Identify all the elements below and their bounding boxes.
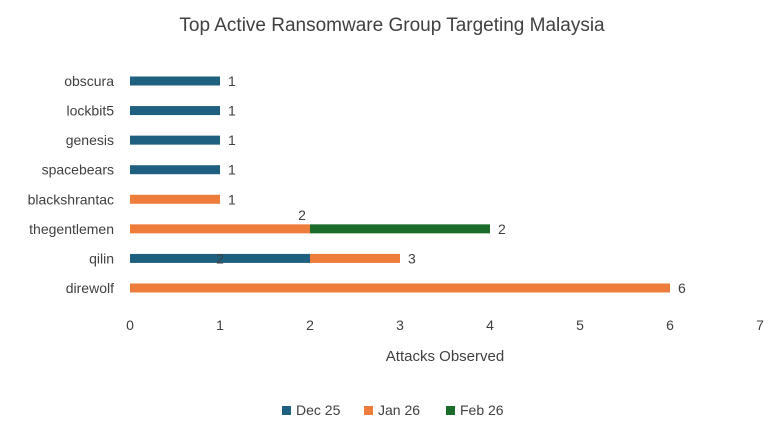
bar-qilin-jan-26	[310, 253, 400, 263]
legend-label-dec-25: Dec 25	[296, 402, 341, 418]
data-label-genesis-dec-25: 1	[228, 132, 236, 148]
bars	[130, 76, 670, 293]
x-tick-label-5: 5	[576, 317, 584, 333]
x-axis-title: Attacks Observed	[386, 348, 504, 365]
bar-obscura-dec-25	[130, 76, 220, 86]
category-label-direwolf: direwolf	[66, 280, 114, 296]
data-label-qilin-dec-25: 2	[216, 250, 224, 266]
legend-swatch-feb-26	[446, 406, 455, 415]
category-label-blackshrantac: blackshrantac	[28, 191, 114, 207]
data-label-thegentlemen-jan-26: 2	[298, 207, 306, 223]
x-tick-label-1: 1	[216, 317, 224, 333]
bar-qilin-dec-25	[130, 253, 310, 263]
legend-swatch-dec-25	[282, 406, 291, 415]
category-label-qilin: qilin	[89, 250, 114, 266]
legend: Dec 25 Jan 26 Feb 26	[282, 402, 504, 418]
bar-spacebears-dec-25	[130, 165, 220, 175]
category-labels: obscura lockbit5 genesis spacebears blackshr…	[28, 73, 115, 296]
data-label-lockbit5-dec-25: 1	[228, 103, 236, 119]
bar-direwolf-jan-26	[130, 283, 670, 293]
bar-thegentlemen-jan-26	[130, 224, 310, 234]
bar-blackshrantac-jan-26	[130, 194, 220, 204]
x-tick-label-4: 4	[486, 317, 494, 333]
category-label-genesis: genesis	[66, 132, 114, 148]
bar-lockbit5-dec-25	[130, 106, 220, 116]
bar-thegentlemen-feb-26	[310, 224, 490, 234]
legend-swatch-jan-26	[364, 406, 373, 415]
chart-title: Top Active Ransomware Group Targeting Ma…	[179, 15, 605, 36]
data-label-thegentlemen-feb-26: 2	[498, 221, 506, 237]
category-label-lockbit5: lockbit5	[67, 103, 115, 119]
data-label-qilin-jan-26: 3	[408, 250, 416, 266]
data-label-blackshrantac-jan-26: 1	[228, 191, 236, 207]
x-tick-label-3: 3	[396, 317, 404, 333]
x-tick-label-2: 2	[306, 317, 314, 333]
x-tick-label-7: 7	[756, 317, 764, 333]
category-label-thegentlemen: thegentlemen	[29, 221, 114, 237]
data-label-direwolf-jan-26: 6	[678, 280, 686, 296]
bar-genesis-dec-25	[130, 135, 220, 145]
legend-label-feb-26: Feb 26	[460, 402, 504, 418]
data-label-obscura-dec-25: 1	[228, 73, 236, 89]
data-labels: 1 1 1 1 1 2 2 2 3 6	[216, 73, 686, 296]
category-label-spacebears: spacebears	[42, 162, 114, 178]
legend-label-jan-26: Jan 26	[378, 402, 420, 418]
category-label-obscura: obscura	[64, 73, 114, 89]
data-label-spacebears-dec-25: 1	[228, 162, 236, 178]
x-axis-ticks: 0 1 2 3 4 5 6 7	[126, 317, 764, 333]
x-tick-label-0: 0	[126, 317, 134, 333]
x-tick-label-6: 6	[666, 317, 674, 333]
